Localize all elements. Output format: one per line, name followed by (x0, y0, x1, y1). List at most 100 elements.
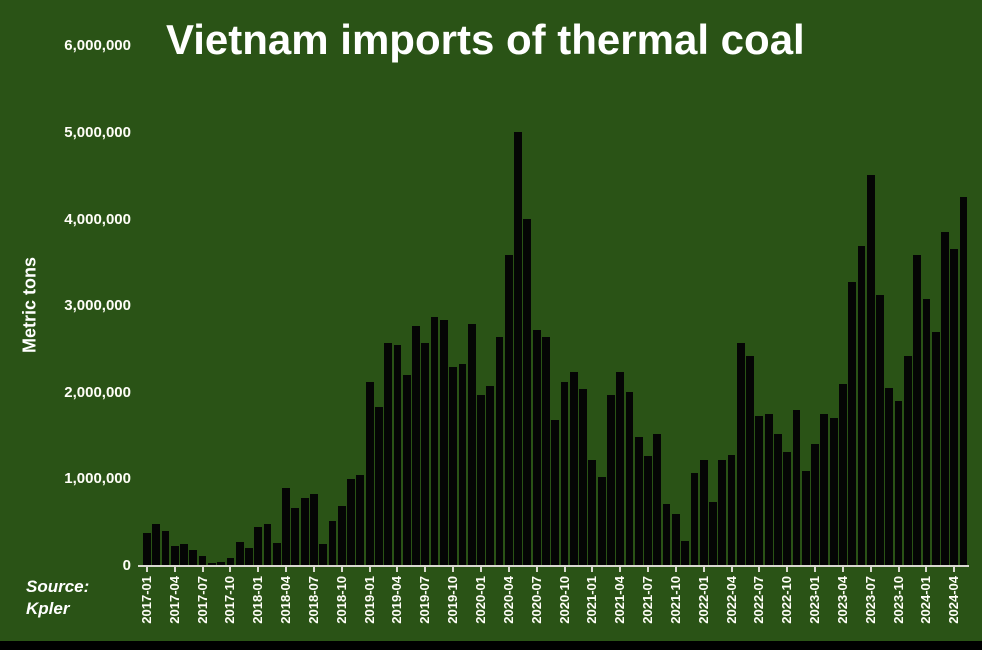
bar-2020-12 (579, 389, 587, 566)
x-axis-tick (758, 567, 761, 572)
bar-2019-05 (402, 374, 411, 566)
bar-2021-06 (634, 436, 643, 566)
bar-2017-05 (180, 544, 188, 566)
x-axis-tick (925, 567, 928, 572)
bar-2018-01 (254, 527, 263, 566)
bar-2020-09 (551, 419, 560, 566)
bar-2020-03 (495, 336, 504, 566)
y-axis-label: 0 (122, 557, 131, 574)
bar-2018-05 (291, 507, 300, 566)
bar-2021-08 (653, 433, 662, 566)
bar-2018-11 (347, 479, 355, 566)
bar-2023-04 (839, 384, 847, 566)
x-axis-tick (396, 567, 399, 572)
y-axis-label: 5,000,000 (64, 124, 131, 141)
x-axis-tick (312, 567, 315, 572)
bar-2022-01 (699, 460, 708, 566)
bar-2022-12 (801, 470, 810, 566)
bar-2023-07 (866, 175, 875, 566)
bar-2017-02 (152, 524, 161, 566)
source-name: Kpler (26, 599, 70, 618)
bar-2022-11 (792, 410, 801, 566)
bar-2024-04 (950, 249, 959, 566)
x-axis-label: 2024-04 (946, 576, 962, 624)
bar-2024-03 (941, 231, 949, 566)
bar-2021-09 (662, 503, 671, 566)
y-axis-label: 1,000,000 (64, 470, 131, 488)
x-axis-tick (814, 567, 817, 572)
bar-2023-08 (876, 294, 884, 566)
bar-2017-09 (217, 561, 226, 566)
bar-2019-02 (375, 406, 383, 566)
y-axis-label: 4,000,000 (64, 210, 131, 228)
bar-2020-10 (560, 382, 569, 566)
x-axis-tick (285, 567, 288, 572)
bar-2019-06 (412, 326, 420, 566)
bar-2018-10 (337, 506, 346, 566)
bar-2020-01 (477, 394, 485, 566)
x-axis-tick (340, 567, 343, 572)
bar-2022-07 (755, 416, 764, 566)
bar-2019-10 (449, 366, 458, 566)
bar-2019-04 (393, 345, 402, 566)
bar-2021-03 (607, 395, 615, 566)
bar-2024-02 (931, 332, 940, 566)
bar-2023-12 (913, 255, 922, 566)
x-axis-tick (479, 567, 482, 572)
bar-2022-09 (774, 434, 782, 566)
bar-2019-11 (458, 364, 467, 566)
y-axis-label: 3,000,000 (64, 297, 131, 315)
bar-2021-12 (690, 473, 699, 566)
x-axis-tick (424, 567, 427, 572)
x-axis-tick (897, 567, 900, 572)
bar-2021-04 (616, 372, 625, 566)
x-axis-tick (702, 567, 705, 572)
bar-2018-06 (300, 497, 309, 566)
bar-2020-02 (486, 385, 495, 566)
bar-2023-03 (829, 417, 838, 566)
x-axis-tick (869, 567, 872, 572)
bar-2019-08 (430, 317, 439, 566)
bar-2018-08 (319, 544, 328, 566)
bar-2017-03 (161, 531, 170, 566)
bar-2019-09 (439, 320, 448, 566)
bar-2019-03 (384, 342, 393, 566)
bar-2024-05 (959, 197, 968, 566)
x-axis-tick (591, 567, 594, 572)
x-axis-tick (647, 567, 650, 572)
x-axis-tick (841, 567, 844, 572)
x-axis-tick (563, 567, 566, 572)
bar-2021-05 (625, 391, 634, 566)
bar-2023-11 (903, 355, 912, 566)
y-axis-label: 2,000,000 (64, 383, 131, 401)
bar-2021-10 (671, 514, 680, 566)
bar-2022-03 (718, 460, 727, 566)
bar-2017-08 (207, 563, 216, 566)
bar-2020-05 (514, 132, 522, 566)
bar-2018-04 (282, 488, 290, 566)
x-axis-tick (535, 567, 538, 572)
source-label: Source: (26, 577, 90, 596)
bar-2021-01 (588, 460, 597, 566)
bar-2019-01 (365, 381, 374, 566)
bar-2021-02 (597, 476, 606, 566)
x-axis-tick (786, 567, 789, 572)
x-axis-tick (452, 567, 455, 572)
y-axis-label: 6,000,000 (64, 37, 131, 55)
bar-2020-08 (542, 337, 550, 566)
bar-2022-06 (746, 355, 754, 566)
bottom-black-strip (0, 641, 982, 650)
bar-2022-05 (736, 342, 745, 566)
x-axis-tick (257, 567, 260, 572)
chart-title: Vietnam imports of thermal coal (166, 16, 805, 63)
bar-2018-03 (272, 542, 281, 566)
x-axis-line (138, 565, 969, 567)
bar-2018-12 (356, 475, 365, 566)
x-axis-tick (201, 567, 204, 572)
x-axis-tick (674, 567, 677, 572)
bar-2020-06 (523, 218, 532, 566)
bar-2021-07 (644, 456, 652, 566)
bar-2017-07 (198, 556, 207, 566)
bar-2017-01 (143, 533, 151, 566)
